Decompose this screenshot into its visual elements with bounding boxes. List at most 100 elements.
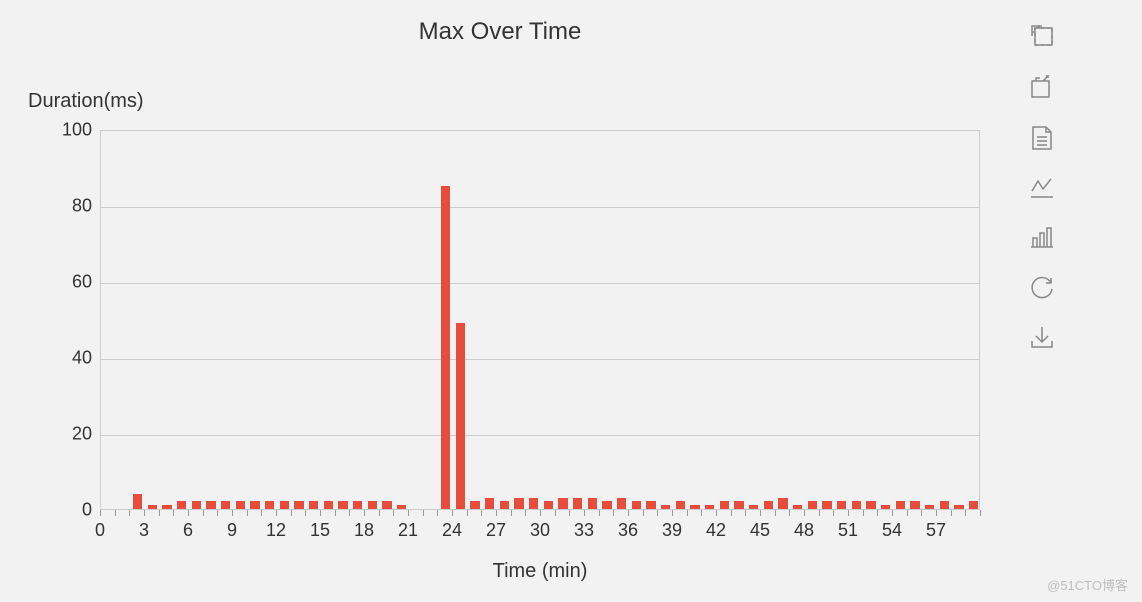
refresh-icon[interactable] xyxy=(1028,274,1056,302)
x-tick xyxy=(687,510,688,516)
x-tick xyxy=(129,510,130,516)
reset-zoom-icon[interactable] xyxy=(1028,74,1056,102)
chart-toolbar xyxy=(1028,24,1062,352)
x-tick xyxy=(349,510,350,516)
x-tick xyxy=(144,510,145,516)
bar[interactable] xyxy=(558,498,567,509)
bar[interactable] xyxy=(338,501,347,509)
grid-line xyxy=(101,359,979,360)
x-tick xyxy=(877,510,878,516)
x-tick-label: 51 xyxy=(838,520,858,541)
bar[interactable] xyxy=(720,501,729,509)
bar[interactable] xyxy=(368,501,377,509)
bar[interactable] xyxy=(441,186,450,509)
bar[interactable] xyxy=(206,501,215,509)
bar[interactable] xyxy=(778,498,787,509)
x-tick xyxy=(569,510,570,516)
bar[interactable] xyxy=(793,505,802,509)
download-icon[interactable] xyxy=(1028,324,1056,352)
x-tick xyxy=(335,510,336,516)
bar[interactable] xyxy=(500,501,509,509)
x-tick xyxy=(525,510,526,516)
bar[interactable] xyxy=(456,323,465,509)
x-tick xyxy=(672,510,673,516)
bar[interactable] xyxy=(661,505,670,509)
bar[interactable] xyxy=(690,505,699,509)
bar[interactable] xyxy=(192,501,201,509)
x-tick-label: 42 xyxy=(706,520,726,541)
x-tick xyxy=(408,510,409,516)
zoom-box-icon[interactable] xyxy=(1028,24,1056,52)
bar[interactable] xyxy=(544,501,553,509)
bar[interactable] xyxy=(632,501,641,509)
x-tick xyxy=(907,510,908,516)
bar[interactable] xyxy=(133,494,142,509)
bar[interactable] xyxy=(514,498,523,509)
x-tick xyxy=(555,510,556,516)
bar[interactable] xyxy=(485,498,494,509)
x-tick xyxy=(320,510,321,516)
bar[interactable] xyxy=(866,501,875,509)
bar[interactable] xyxy=(749,505,758,509)
bar[interactable] xyxy=(353,501,362,509)
y-axis-title: Duration(ms) xyxy=(28,90,144,113)
bar[interactable] xyxy=(940,501,949,509)
bar[interactable] xyxy=(896,501,905,509)
x-tick xyxy=(716,510,717,516)
bar[interactable] xyxy=(324,501,333,509)
bar[interactable] xyxy=(148,505,157,509)
x-tick-label: 18 xyxy=(354,520,374,541)
data-view-icon[interactable] xyxy=(1028,124,1056,152)
bar[interactable] xyxy=(221,501,230,509)
bar[interactable] xyxy=(925,505,934,509)
x-tick xyxy=(951,510,952,516)
x-tick xyxy=(921,510,922,516)
bar[interactable] xyxy=(162,505,171,509)
line-chart-icon[interactable] xyxy=(1028,174,1056,202)
x-tick xyxy=(115,510,116,516)
bar[interactable] xyxy=(382,501,391,509)
bar[interactable] xyxy=(852,501,861,509)
bar[interactable] xyxy=(470,501,479,509)
bar[interactable] xyxy=(309,501,318,509)
bar[interactable] xyxy=(764,501,773,509)
x-tick xyxy=(789,510,790,516)
bar[interactable] xyxy=(250,501,259,509)
x-tick-label: 27 xyxy=(486,520,506,541)
bar[interactable] xyxy=(910,501,919,509)
bar[interactable] xyxy=(236,501,245,509)
bar[interactable] xyxy=(734,501,743,509)
x-tick-label: 21 xyxy=(398,520,418,541)
x-tick xyxy=(467,510,468,516)
x-tick xyxy=(731,510,732,516)
bar[interactable] xyxy=(646,501,655,509)
bar[interactable] xyxy=(617,498,626,509)
bar[interactable] xyxy=(954,505,963,509)
bar[interactable] xyxy=(280,501,289,509)
y-tick-label: 20 xyxy=(52,424,92,445)
bar[interactable] xyxy=(705,505,714,509)
bar[interactable] xyxy=(397,505,406,509)
bar-chart-icon[interactable] xyxy=(1028,224,1056,252)
bar[interactable] xyxy=(573,498,582,509)
x-tick-label: 0 xyxy=(95,520,105,541)
bar[interactable] xyxy=(837,501,846,509)
bar[interactable] xyxy=(294,501,303,509)
bar[interactable] xyxy=(265,501,274,509)
bar[interactable] xyxy=(676,501,685,509)
x-tick xyxy=(643,510,644,516)
bar[interactable] xyxy=(602,501,611,509)
x-tick xyxy=(599,510,600,516)
x-tick xyxy=(393,510,394,516)
bar[interactable] xyxy=(822,501,831,509)
plot-area[interactable] xyxy=(100,130,980,510)
x-tick xyxy=(760,510,761,516)
bar[interactable] xyxy=(808,501,817,509)
x-tick-label: 36 xyxy=(618,520,638,541)
bar[interactable] xyxy=(881,505,890,509)
bar[interactable] xyxy=(969,501,978,509)
bar[interactable] xyxy=(588,498,597,509)
bar[interactable] xyxy=(529,498,538,509)
bar[interactable] xyxy=(177,501,186,509)
x-tick xyxy=(936,510,937,516)
